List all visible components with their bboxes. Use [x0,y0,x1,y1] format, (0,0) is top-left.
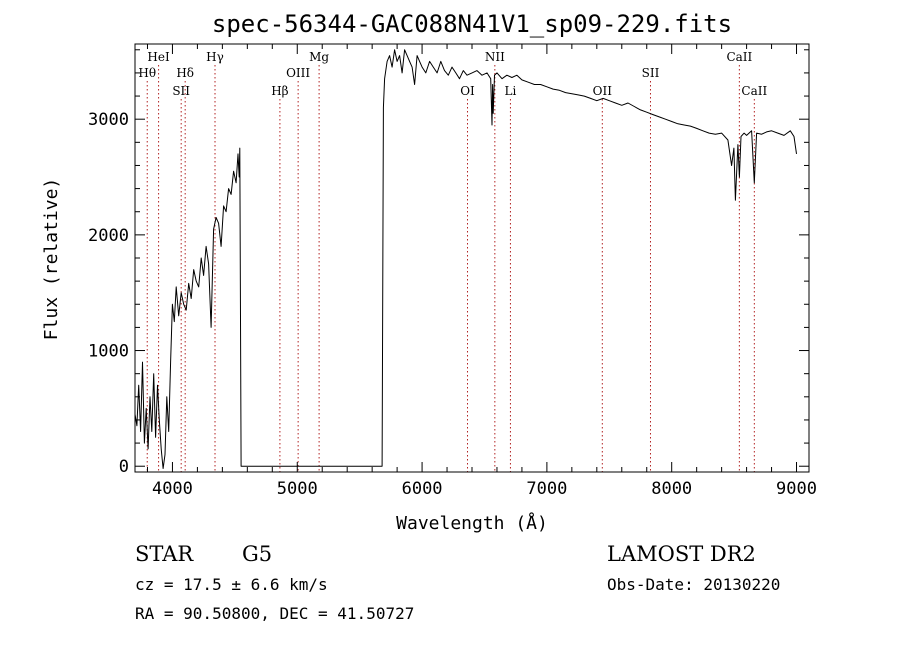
spectral-line-label-11: OII [593,84,613,98]
spectral-line-label-8: NII [485,50,505,64]
y-tick-label-1: 1000 [88,342,129,362]
spectral-line-label-1: Hθ [138,66,156,80]
spectral-line-label-9: OI [460,84,475,98]
spectral-line-label-0: HeI [147,50,170,64]
y-tick-label-2: 2000 [88,226,129,246]
object-subclass: G5 [242,542,272,566]
chart-title: spec-56344-GAC088N41V1_sp09-229.fits [212,10,732,38]
spectral-line-label-7: Hβ [271,84,288,98]
y-axis-label: Flux (relative) [41,178,62,341]
x-tick-label-1: 5000 [277,479,318,499]
sky-coordinates: RA = 90.50800, DEC = 41.50727 [135,604,414,623]
plot-frame [134,43,810,473]
spectral-line-label-4: Hγ [206,50,224,64]
spectral-line-markers: HeI Hθ Hδ SII Hγ Mg OIII Hβ NII OI Li OII SII CaII CaI… [138,50,767,472]
x-axis-label: Wavelength (Å) [396,512,548,534]
observation-date: Obs-Date: 20130220 [607,575,780,594]
tick-labels: 4000 5000 6000 7000 8000 9000 0 1000 2000 3000 [88,110,817,499]
spectral-line-label-13: CaII [726,50,752,64]
spectral-line-label-2: Hδ [176,66,194,80]
x-tick-label-2: 6000 [402,479,443,499]
spectral-line-label-3: SII [172,84,190,98]
x-tick-label-4: 8000 [651,479,692,499]
redshift-readout: cz = 17.5 ± 6.6 km/s [135,575,328,594]
survey-name: LAMOST DR2 [607,542,756,566]
y-tick-label-3: 3000 [88,110,129,130]
object-class: STAR [135,542,194,566]
spectral-line-label-5: Mg [309,50,329,64]
spectral-line-label-10: Li [505,84,517,98]
spectral-line-label-14: CaII [741,84,767,98]
spectral-line-label-12: SII [642,66,660,80]
x-tick-label-3: 7000 [526,479,567,499]
spectral-line-label-6: OIII [286,66,310,80]
plot-axes [134,43,810,473]
x-tick-label-0: 4000 [152,479,193,499]
spectrum-series [134,49,797,469]
spectrum-line-0 [134,49,797,469]
y-tick-label-0: 0 [119,457,129,477]
x-tick-label-5: 9000 [776,479,817,499]
